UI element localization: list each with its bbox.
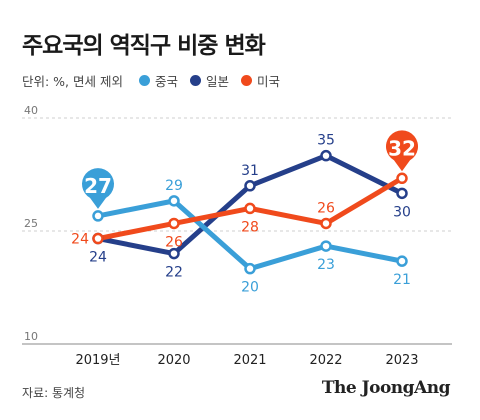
data-label: 23 bbox=[317, 257, 335, 273]
highlight-value: 32 bbox=[388, 136, 416, 160]
legend-label-japan: 일본 bbox=[206, 73, 230, 89]
x-tick-label: 2019년 bbox=[75, 353, 120, 368]
data-point bbox=[168, 195, 180, 207]
data-label: 26 bbox=[165, 234, 183, 250]
legend-item-usa: 미국 bbox=[241, 71, 280, 90]
data-label: 20 bbox=[241, 280, 259, 296]
legend-item-china: 중국 bbox=[138, 71, 178, 90]
legend: 단위: %, 면세 제외 중국 일본 미국 bbox=[22, 71, 292, 90]
x-tick-label: 2021 bbox=[233, 353, 266, 368]
legend-item-japan: 일본 bbox=[190, 71, 229, 90]
data-point bbox=[396, 172, 408, 185]
data-point bbox=[168, 247, 180, 260]
data-point bbox=[92, 232, 104, 245]
data-label: 28 bbox=[241, 219, 259, 235]
data-label: 31 bbox=[241, 163, 259, 179]
source-note: 자료: 통계청 bbox=[22, 386, 86, 400]
y-tick-label: 25 bbox=[24, 217, 38, 230]
legend-dot-china bbox=[138, 74, 150, 86]
highlight-pin bbox=[82, 168, 114, 209]
highlight-pin bbox=[386, 130, 418, 172]
legend-dot-japan bbox=[190, 74, 201, 86]
data-point bbox=[244, 202, 256, 215]
data-point bbox=[244, 262, 256, 275]
data-point bbox=[244, 180, 256, 192]
data-point bbox=[396, 255, 408, 267]
highlight-value: 27 bbox=[84, 174, 112, 198]
x-tick-label: 2020 bbox=[157, 353, 190, 368]
data-point bbox=[320, 217, 332, 230]
brand-logo: The JoongAng bbox=[321, 378, 451, 398]
data-point bbox=[320, 240, 332, 252]
data-point bbox=[396, 187, 408, 200]
data-label: 26 bbox=[317, 200, 335, 216]
data-label: 29 bbox=[165, 178, 183, 194]
chart-title: 주요국의 역직구 비중 변화 bbox=[22, 33, 266, 59]
data-label: 21 bbox=[393, 272, 411, 288]
y-tick-label: 40 bbox=[24, 104, 38, 117]
data-label: 22 bbox=[165, 265, 183, 281]
data-label: 24 bbox=[71, 232, 89, 248]
legend-label-china: 중국 bbox=[154, 73, 178, 89]
data-point bbox=[92, 210, 104, 222]
x-tick-label: 2023 bbox=[385, 353, 418, 368]
y-tick-label: 10 bbox=[24, 330, 38, 343]
x-tick-label: 2022 bbox=[309, 353, 342, 368]
legend-label-usa: 미국 bbox=[257, 73, 281, 89]
data-point bbox=[320, 149, 332, 162]
data-label: 24 bbox=[89, 250, 107, 266]
unit-label: 단위: %, 면세 제외 bbox=[22, 73, 123, 89]
data-label: 35 bbox=[317, 133, 335, 149]
legend-dot-usa bbox=[241, 74, 253, 86]
data-label: 30 bbox=[393, 204, 411, 220]
data-point bbox=[168, 217, 180, 230]
